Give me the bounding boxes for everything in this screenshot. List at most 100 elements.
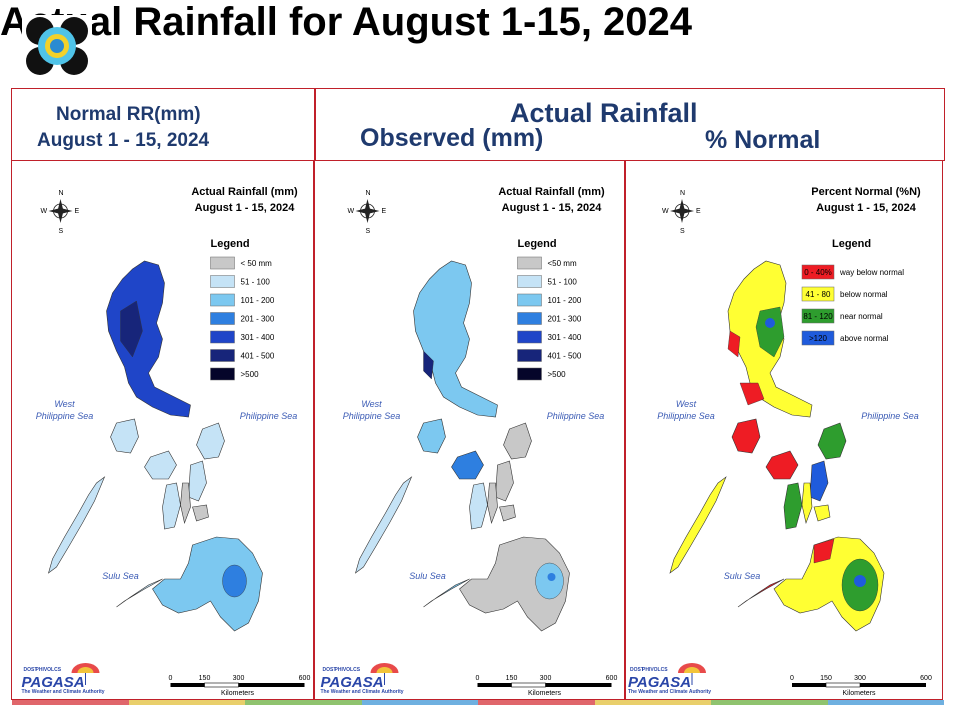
- map-panel-percent: N S E W Percent Normal (%N) August 1 - 15, 20…: [628, 186, 932, 697]
- island-cebu: [801, 482, 813, 525]
- scale-tick: 300: [540, 675, 552, 682]
- compass-s: S: [366, 228, 371, 235]
- map-title-line2: August 1 - 15, 2024: [195, 202, 296, 214]
- scale-tick: 300: [854, 675, 866, 682]
- legend-swatch: [517, 293, 542, 307]
- scale-seg: [170, 683, 205, 687]
- umbrella-icon: [678, 663, 706, 685]
- island-palawan: [47, 476, 106, 574]
- compass-e: E: [75, 208, 80, 215]
- island-mindoro: [417, 418, 446, 454]
- panel-frame-observed: [314, 160, 625, 700]
- region-mindanao-way-below: [813, 538, 835, 564]
- legend-swatch: [517, 349, 542, 362]
- bottom-color-bar: [12, 700, 944, 705]
- island-leyte: [188, 460, 207, 502]
- map-panel-normal: N S E W Actual Rainfall (mm) August 1 - 15, 2…: [22, 186, 311, 697]
- compass-s: S: [59, 228, 64, 235]
- umbrella-icon: [370, 663, 399, 685]
- header-percent: % Normal: [705, 126, 821, 154]
- legend-label: >500: [241, 370, 260, 379]
- sea-label-west-2: Philippine Sea: [36, 411, 94, 421]
- sea-label-east: Philippine Sea: [547, 411, 605, 421]
- legend-label: 51 - 100: [241, 278, 271, 287]
- legend-label: 301 - 400: [548, 333, 582, 342]
- header-normal-line1: Normal RR(mm): [56, 104, 201, 125]
- island-mindanao: [152, 536, 263, 632]
- header-box-actual: [314, 88, 945, 161]
- island-negros: [469, 482, 488, 530]
- region-high-rain: [120, 300, 143, 358]
- map-title-line1: Percent Normal (%N): [811, 186, 921, 198]
- legend-swatch: [801, 330, 835, 346]
- region-high-rain: [423, 350, 434, 380]
- compass-e: E: [696, 208, 701, 215]
- map-group: N S E W Percent Normal (%N) August 1 - 15, 20…: [657, 186, 932, 697]
- map-group: N S E W Actual Rainfall (mm) August 1 - 15, 2…: [343, 186, 618, 697]
- island-luzon: [413, 260, 498, 418]
- legend-label: <50 mm: [548, 259, 577, 268]
- island-negros: [783, 482, 803, 530]
- legend-title: Legend: [518, 238, 557, 250]
- legend-swatch: [517, 367, 542, 381]
- legend-swatch: [210, 275, 235, 288]
- island-samar: [196, 422, 225, 460]
- map-title-line1: Actual Rainfall (mm): [191, 186, 298, 198]
- legend-value: >120: [809, 334, 828, 343]
- island-bohol: [499, 504, 516, 522]
- compass-w: W: [348, 208, 355, 215]
- scale-seg: [238, 683, 305, 687]
- brand-name: PAGASA: [628, 674, 691, 691]
- map-title-line2: August 1 - 15, 2024: [502, 202, 603, 214]
- legend-label: 301 - 400: [241, 333, 275, 342]
- scale-tick: 150: [820, 675, 832, 682]
- scale-tick: 150: [199, 675, 211, 682]
- legend-swatch: [210, 367, 235, 381]
- legend-label: 101 - 200: [241, 296, 275, 305]
- legend-title: Legend: [832, 238, 871, 250]
- legend-swatch: [801, 308, 835, 324]
- map-panel-observed: N S E W Actual Rainfall (mm) August 1 - 15, 2…: [321, 186, 618, 697]
- scale-seg: [825, 682, 861, 688]
- island-mindanao: [459, 536, 570, 632]
- island-palawan: [354, 476, 413, 574]
- legend-label: 201 - 300: [241, 315, 275, 324]
- legend-swatch: [801, 264, 835, 280]
- brand-name: PAGASA: [321, 674, 384, 691]
- island-palawan: [669, 476, 727, 574]
- compass-w: W: [662, 208, 669, 215]
- island-panay: [451, 450, 484, 480]
- island-zamboanga: [423, 578, 470, 608]
- map-title-line1: Actual Rainfall (mm): [498, 186, 605, 198]
- sea-label-west-2: Philippine Sea: [657, 411, 715, 421]
- compass-icon: N S E W: [662, 190, 701, 235]
- brand-top: DOST: [24, 667, 38, 673]
- map-title-line2: August 1 - 15, 2024: [816, 202, 917, 214]
- legend-value: 0 - 40%: [804, 268, 832, 277]
- legend-swatch: [801, 286, 835, 302]
- region-mindanao-rain: [535, 562, 564, 600]
- legend-label: 401 - 500: [548, 352, 582, 361]
- sea-label-west-1: West: [54, 399, 75, 409]
- scale-tick: 0: [790, 675, 794, 682]
- sea-label-east: Philippine Sea: [240, 411, 298, 421]
- region-near-normal: [755, 306, 785, 358]
- legend-desc: near normal: [840, 312, 883, 321]
- brand-tagline: The Weather and Climate Authority: [628, 689, 711, 695]
- scale-seg: [792, 683, 826, 687]
- legend-swatch: [210, 293, 235, 307]
- sea-label-west-2: Philippine Sea: [343, 411, 401, 421]
- compass-e: E: [382, 208, 387, 215]
- legend-label: 51 - 100: [548, 278, 578, 287]
- island-mindoro: [110, 418, 139, 454]
- legend-swatch: [210, 330, 235, 344]
- scale-seg: [545, 683, 612, 687]
- brand-top2: PHIVOLCS: [642, 667, 668, 673]
- header-actual: Actual Rainfall: [510, 98, 698, 128]
- legend-label: 401 - 500: [241, 352, 275, 361]
- legend-label: < 50 mm: [241, 259, 273, 268]
- island-negros: [162, 482, 181, 530]
- island-bohol: [192, 504, 209, 522]
- legend-desc: above normal: [840, 334, 889, 343]
